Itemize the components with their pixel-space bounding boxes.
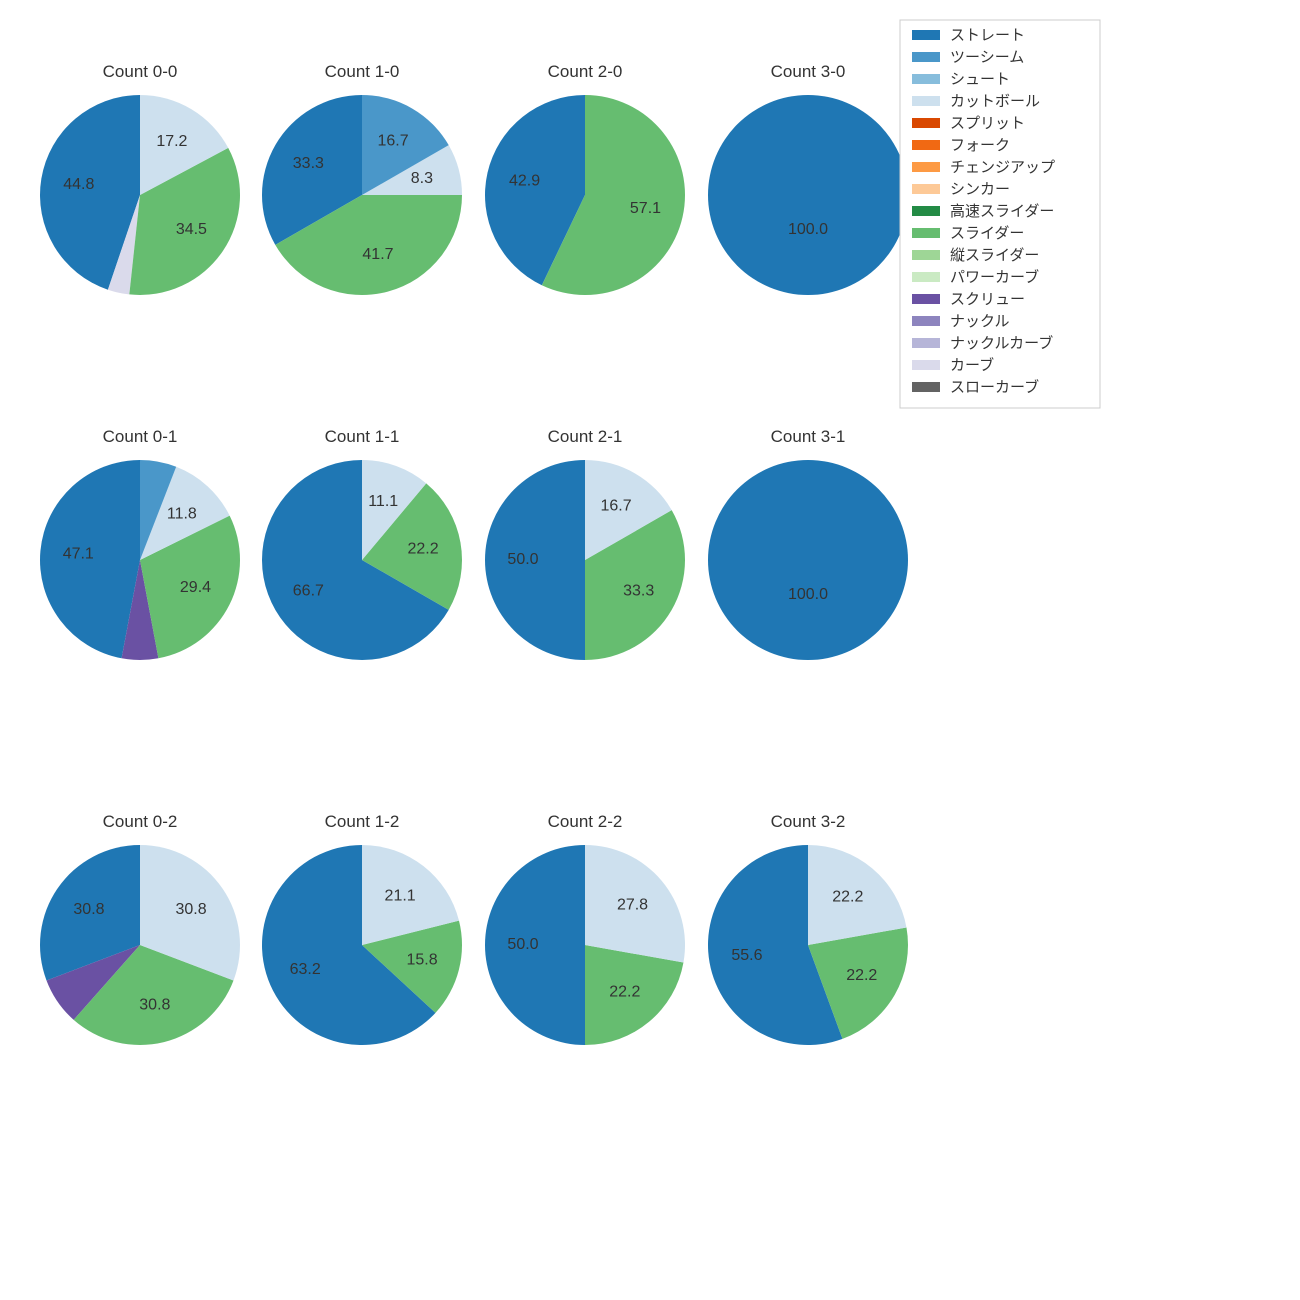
slice-label: 8.3 bbox=[411, 170, 433, 187]
legend-swatch bbox=[912, 118, 940, 128]
slice-label: 16.7 bbox=[377, 133, 408, 150]
pie-title: Count 2-1 bbox=[548, 427, 623, 446]
legend-label: 高速スライダー bbox=[950, 203, 1054, 220]
slice-label: 16.7 bbox=[600, 498, 631, 515]
legend-swatch bbox=[912, 316, 940, 326]
legend: ストレートツーシームシュートカットボールスプリットフォークチェンジアップシンカー… bbox=[900, 20, 1100, 408]
slice-label: 30.8 bbox=[175, 901, 206, 918]
slice-label: 11.8 bbox=[167, 505, 197, 522]
pie-count-1-1: Count 1-1 66.7 22.2 11.1 bbox=[262, 427, 462, 660]
slice-label: 30.8 bbox=[139, 996, 170, 1013]
slice-label: 42.9 bbox=[509, 173, 540, 190]
legend-label: ツーシーム bbox=[950, 49, 1024, 66]
legend-label: スローカーブ bbox=[950, 378, 1039, 396]
slice-label: 44.8 bbox=[63, 176, 94, 193]
legend-label: ストレート bbox=[950, 27, 1025, 44]
pitch-mix-grid: Count 0-0 44.8 34.5 17.2 Count 1-0 33.3 41.7 8.… bbox=[0, 0, 1300, 1300]
legend-swatch bbox=[912, 294, 940, 304]
pie-title: Count 0-2 bbox=[103, 812, 178, 831]
slice-label: 41.7 bbox=[362, 246, 393, 263]
legend-swatch bbox=[912, 382, 940, 392]
legend-swatch bbox=[912, 184, 940, 194]
legend-label: スプリット bbox=[950, 115, 1025, 132]
legend-label: パワーカーブ bbox=[950, 268, 1039, 286]
legend-label: カーブ bbox=[950, 356, 994, 374]
pie-slice bbox=[708, 95, 908, 295]
slice-label: 57.1 bbox=[630, 200, 661, 217]
pie-title: Count 1-0 bbox=[325, 62, 400, 81]
pie-count-3-2: Count 3-2 55.6 22.2 22.2 bbox=[708, 812, 908, 1045]
slice-label: 22.2 bbox=[407, 540, 438, 557]
slice-label: 100.0 bbox=[788, 586, 828, 603]
pie-count-2-2: Count 2-2 50.0 22.2 27.8 bbox=[485, 812, 685, 1045]
pie-title: Count 3-0 bbox=[771, 62, 846, 81]
pie-title: Count 2-2 bbox=[548, 812, 623, 831]
legend-label: フォーク bbox=[950, 137, 1010, 154]
slice-label: 11.1 bbox=[368, 493, 398, 510]
slice-label: 47.1 bbox=[63, 545, 94, 562]
legend-swatch bbox=[912, 228, 940, 238]
slice-label: 27.8 bbox=[617, 896, 648, 913]
slice-label: 17.2 bbox=[156, 133, 187, 150]
legend-label: シンカー bbox=[950, 181, 1010, 198]
slice-label: 100.0 bbox=[788, 221, 828, 238]
slice-label: 55.6 bbox=[731, 947, 762, 964]
legend-swatch bbox=[912, 360, 940, 370]
legend-label: ナックル bbox=[950, 313, 1010, 330]
legend-label: シュート bbox=[950, 71, 1010, 88]
legend-swatch bbox=[912, 30, 940, 40]
legend-label: カットボール bbox=[950, 93, 1040, 110]
slice-label: 50.0 bbox=[507, 551, 538, 568]
pie-title: Count 3-1 bbox=[771, 427, 846, 446]
pie-count-0-0: Count 0-0 44.8 34.5 17.2 bbox=[40, 62, 240, 295]
slice-label: 22.2 bbox=[832, 889, 863, 906]
slice-label: 21.1 bbox=[385, 887, 416, 904]
slice-label: 22.2 bbox=[846, 967, 877, 984]
pie-title: Count 0-1 bbox=[103, 427, 178, 446]
slice-label: 30.8 bbox=[73, 901, 104, 918]
legend-label: チェンジアップ bbox=[950, 159, 1055, 176]
pie-count-3-0: Count 3-0 100.0 bbox=[708, 62, 908, 295]
slice-label: 33.3 bbox=[623, 582, 654, 599]
legend-swatch bbox=[912, 96, 940, 106]
pie-title: Count 0-0 bbox=[103, 62, 178, 81]
pie-title: Count 1-1 bbox=[325, 427, 400, 446]
pie-title: Count 3-2 bbox=[771, 812, 846, 831]
pie-count-0-2: Count 0-2 30.8 30.8 30.8 bbox=[40, 812, 240, 1045]
pie-slice bbox=[708, 460, 908, 660]
pie-count-2-0: Count 2-0 42.9 57.1 bbox=[485, 62, 685, 295]
legend-swatch bbox=[912, 206, 940, 216]
pie-count-1-0: Count 1-0 33.3 41.7 8.3 16.7 bbox=[262, 62, 462, 295]
legend-swatch bbox=[912, 74, 940, 84]
slice-label: 33.3 bbox=[293, 155, 324, 172]
legend-swatch bbox=[912, 338, 940, 348]
legend-label: スクリュー bbox=[950, 291, 1025, 308]
slice-label: 50.0 bbox=[507, 936, 538, 953]
legend-label: 縦スライダー bbox=[950, 247, 1039, 264]
slice-label: 15.8 bbox=[407, 952, 438, 969]
pie-count-0-1: Count 0-1 47.1 29.4 11.8 bbox=[40, 427, 240, 660]
pie-count-2-1: Count 2-1 50.0 33.3 16.7 bbox=[485, 427, 685, 660]
pie-count-1-2: Count 1-2 63.2 15.8 21.1 bbox=[262, 812, 462, 1045]
legend-swatch bbox=[912, 52, 940, 62]
slice-label: 34.5 bbox=[176, 221, 207, 238]
legend-swatch bbox=[912, 250, 940, 260]
legend-swatch bbox=[912, 162, 940, 172]
slice-label: 66.7 bbox=[293, 582, 324, 599]
slice-label: 29.4 bbox=[180, 579, 211, 596]
slice-label: 22.2 bbox=[609, 984, 640, 1001]
legend-label: ナックルカーブ bbox=[950, 334, 1053, 352]
pie-title: Count 2-0 bbox=[548, 62, 623, 81]
pie-title: Count 1-2 bbox=[325, 812, 400, 831]
legend-swatch bbox=[912, 272, 940, 282]
pie-count-3-1: Count 3-1 100.0 bbox=[708, 427, 908, 660]
legend-swatch bbox=[912, 140, 940, 150]
slice-label: 63.2 bbox=[290, 961, 321, 978]
legend-label: スライダー bbox=[950, 225, 1024, 242]
